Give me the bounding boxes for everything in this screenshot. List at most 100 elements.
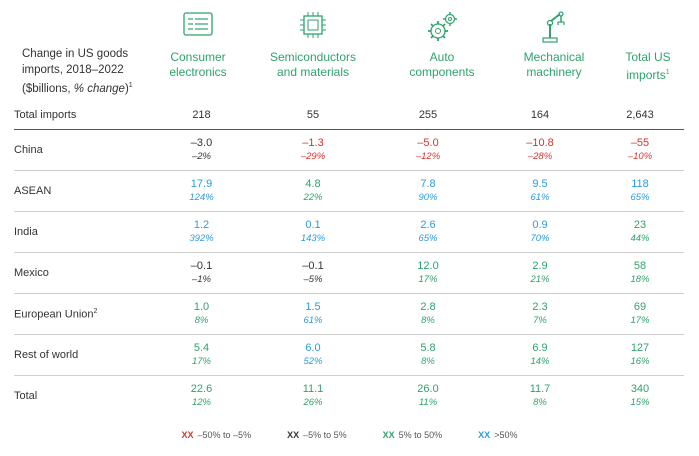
table-cell: 1.0 8% <box>149 293 254 335</box>
cell-value: –0.1 <box>302 260 324 272</box>
table-cell: 17.9 124% <box>149 170 254 212</box>
cell-value: 6.9 <box>532 342 548 354</box>
cell-value: –3.0 <box>190 137 213 149</box>
legend-label: –50% to –5% <box>197 430 252 440</box>
legend-label: –5% to 5% <box>303 430 347 440</box>
cell-value: 5.8 <box>420 342 436 354</box>
table-cell: 55 <box>254 100 372 130</box>
chart-legend: XX –50% to –5% XX –5% to 5% XX 5% to 50% XX >50… <box>0 430 699 440</box>
cell-value: 164 <box>530 108 550 121</box>
cell-percent-change: 90% <box>418 192 438 203</box>
table-cell: 127 16% <box>596 334 684 376</box>
row-label: Rest of world <box>14 334 149 376</box>
title-units-close: ) <box>124 82 129 95</box>
cell-percent-change: 8% <box>421 356 435 367</box>
table-row-total: Total 22.6 12% 11.1 26% 26.0 11% 11.7 8% 340 15% <box>14 375 684 416</box>
table-cell: 69 17% <box>596 293 684 335</box>
table-cell: 58 18% <box>596 252 684 294</box>
cell-percent-change: 26% <box>303 397 323 408</box>
row-label-text: European Union <box>14 308 94 321</box>
legend-item: XX >50% <box>478 430 517 440</box>
column-header-total-us-imports: Total US imports1 <box>608 50 688 90</box>
cell-value: 12.0 <box>417 260 439 272</box>
row-label-text: ASEAN <box>14 185 52 197</box>
table-cell: 12.0 17% <box>372 252 484 294</box>
cell-value: 26.0 <box>417 383 439 395</box>
cell-percent-change: –29% <box>300 151 326 162</box>
cell-value: 11.1 <box>302 383 324 395</box>
column-header-semiconductors: Semiconductors and materials <box>258 10 368 92</box>
title-footnote-mark: 1 <box>128 82 133 89</box>
table-cell: 2.6 65% <box>372 211 484 253</box>
table-cell: –10.8 –28% <box>484 129 596 171</box>
cell-percent-change: 70% <box>530 233 550 244</box>
cell-percent-change: 17% <box>191 356 211 367</box>
cell-value: 2.6 <box>420 219 436 231</box>
table-row-india: India 1.2 392% 0.1 143% 2.6 65% 0.9 70% 23 44% <box>14 211 684 253</box>
cell-percent-change: 65% <box>630 192 650 203</box>
table-cell: –3.0 –2% <box>149 129 254 171</box>
legend-swatch: XX <box>287 430 300 440</box>
cell-percent-change: 143% <box>300 233 326 244</box>
cell-value: 2.9 <box>532 260 548 272</box>
cell-percent-change: 22% <box>303 192 323 203</box>
row-label: Mexico <box>14 252 149 294</box>
cell-value: 2,643 <box>626 108 654 121</box>
legend-label: 5% to 50% <box>398 430 443 440</box>
gears-icon <box>428 12 457 41</box>
title-line-2: imports, 2018–2022 <box>22 64 124 76</box>
cell-value: 55 <box>306 108 320 121</box>
cell-value: 255 <box>418 108 438 121</box>
column-header-auto-components: Auto components <box>392 10 492 92</box>
table-cell: 255 <box>372 100 484 130</box>
title-line-3: ($billions, % change)1 <box>22 78 152 97</box>
cell-value: 4.8 <box>305 178 321 190</box>
cell-percent-change: 12% <box>191 397 211 408</box>
row-label-text: Total <box>14 390 38 402</box>
cell-value: 340 <box>630 383 650 395</box>
total-imports-row: Total imports 218 55 255 164 2,643 <box>14 100 684 130</box>
legend-label: >50% <box>494 430 518 440</box>
table-cell: 6.9 14% <box>484 334 596 376</box>
table-row-mexico: Mexico –0.1 –1% –0.1 –5% 12.0 17% 2.9 21% 58 18% <box>14 252 684 294</box>
table-cell: 2.8 8% <box>372 293 484 335</box>
cell-value: 22.6 <box>190 383 213 395</box>
monitor-icon <box>183 12 213 36</box>
table-row-asean: ASEAN 17.9 124% 4.8 22% 7.8 90% 9.5 61% 118 65% <box>14 170 684 212</box>
cell-value: 17.9 <box>190 178 213 190</box>
legend-swatch: XX <box>382 430 395 440</box>
table-cell: –5.0 –12% <box>372 129 484 171</box>
column-label-line-2: electronics <box>169 65 227 79</box>
cell-value: –10.8 <box>526 137 554 149</box>
row-label: ASEAN <box>14 170 149 212</box>
table-row-china: China –3.0 –2% –1.3 –29% –5.0 –12% –10.8 –28% –55… <box>14 129 684 171</box>
cell-percent-change: 392% <box>189 233 214 244</box>
table-row-european-union: European Union2 1.0 8% 1.5 61% 2.8 8% 2.3 7% 69 17… <box>14 293 684 335</box>
legend-swatch: XX <box>181 430 194 440</box>
table-cell: 4.8 22% <box>254 170 372 212</box>
row-label-text: Rest of world <box>14 349 79 361</box>
cell-value: 58 <box>633 260 647 272</box>
cell-percent-change: –28% <box>527 151 553 162</box>
table-cell: 0.1 143% <box>254 211 372 253</box>
cell-percent-change: –1% <box>191 274 211 285</box>
table-cell: 2,643 <box>596 100 684 130</box>
legend-item: XX –5% to 5% <box>287 430 347 440</box>
cell-percent-change: 44% <box>630 233 650 244</box>
cell-value: 69 <box>633 301 647 313</box>
cell-value: 218 <box>192 108 211 121</box>
cell-value: –0.1 <box>190 260 213 272</box>
cell-percent-change: 52% <box>303 356 323 367</box>
cell-value: 5.4 <box>193 342 210 354</box>
cell-value: 2.8 <box>420 301 436 313</box>
row-label-text: India <box>14 226 38 238</box>
cell-value: 9.5 <box>532 178 548 190</box>
column-label-line-1: Mechanical <box>523 50 585 64</box>
legend-swatch: XX <box>478 430 491 440</box>
cell-percent-change: 61% <box>530 192 550 203</box>
cell-percent-change: 15% <box>630 397 650 408</box>
table-cell: 218 <box>149 100 254 130</box>
table-cell: 164 <box>484 100 596 130</box>
cell-percent-change: 17% <box>418 274 438 285</box>
table-cell: 11.7 8% <box>484 375 596 416</box>
